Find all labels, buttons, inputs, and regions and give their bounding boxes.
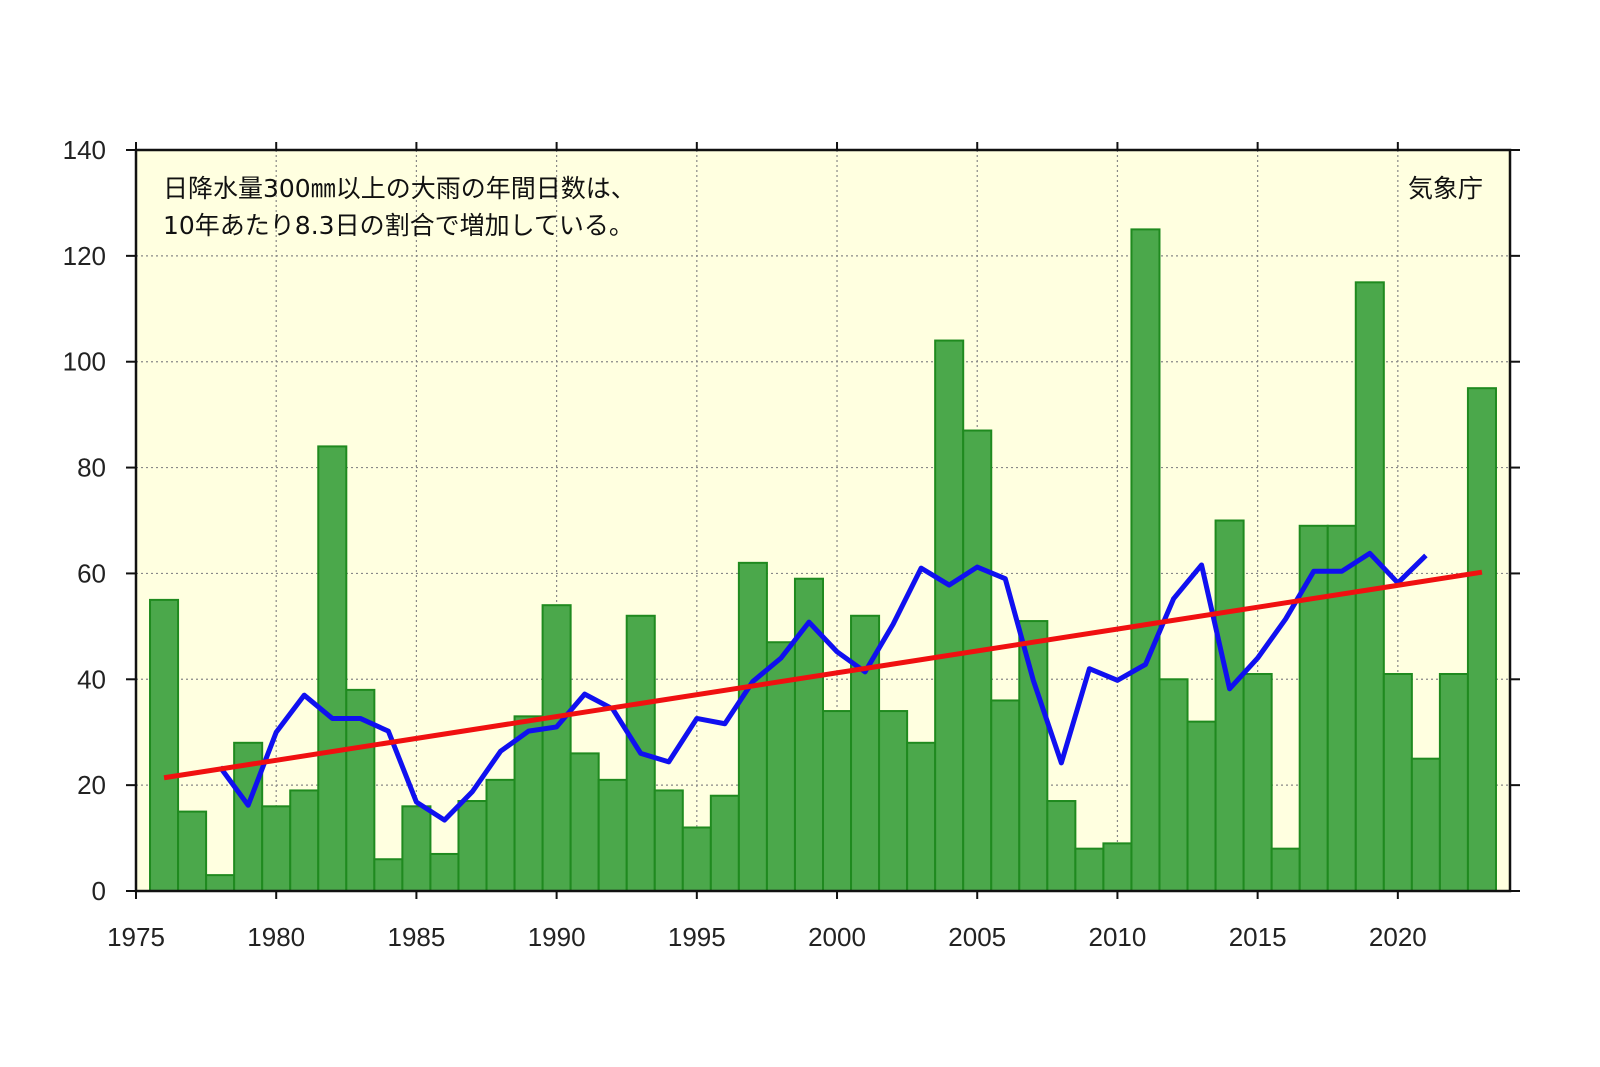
bar-2017 [1298,524,1329,892]
bar-2016 [1270,847,1301,893]
bar-1980 [261,805,292,892]
bar-1984 [373,858,404,893]
bar-2018 [1326,524,1357,892]
bar-1997 [737,561,768,892]
bar-2013 [1186,720,1217,893]
bar-1987 [457,800,488,892]
x-tick-label: 1975 [107,922,165,952]
bar-1978 [205,874,236,892]
x-tick-label: 2020 [1369,922,1427,952]
bar-2000 [822,710,853,892]
bar-1996 [709,794,740,893]
y-tick-label: 60 [77,558,106,588]
bar-2014 [1214,519,1245,892]
annotation-line-1: 日降水量300㎜以上の大雨の年間日数は、 [163,174,636,203]
moving-average-line [218,550,1428,823]
bar-1985 [401,805,432,892]
bar-2008 [1046,800,1077,892]
y-tick-label: 40 [77,664,106,694]
x-tick-label: 2005 [948,922,1006,952]
bar-2015 [1242,672,1273,892]
y-tick-label: 120 [63,241,106,271]
y-tick-label: 140 [63,135,106,165]
bar-1986 [429,852,460,893]
bar-2002 [878,710,909,892]
bar-1977 [177,810,208,892]
x-tick-label: 1985 [387,922,445,952]
bar-2023 [1466,387,1497,892]
bar-2022 [1438,672,1469,892]
bar-1976 [149,598,180,893]
bar-1994 [653,789,684,893]
bar-2006 [990,699,1021,893]
bar-2011 [1130,228,1161,892]
bar-2009 [1074,847,1105,893]
bar-1995 [681,826,712,893]
y-tick-label: 100 [63,347,106,377]
bar-2007 [1018,620,1049,892]
annotation-line-2: 10年あたり8.3日の割合で増加している。 [163,211,634,240]
bar-1991 [569,752,600,893]
bar-2012 [1158,678,1189,892]
plot-frame [134,148,1512,893]
bar-2021 [1410,757,1441,893]
x-tick-label: 2010 [1089,922,1147,952]
bar-1989 [513,715,544,892]
bar-1988 [485,778,516,892]
bar-1992 [597,778,628,892]
x-tick-label: 2000 [808,922,866,952]
trend-line [163,569,1483,781]
y-tick-label: 0 [92,876,106,906]
bar-2004 [934,339,965,892]
source-label: 気象庁 [1408,174,1483,203]
bar-2020 [1382,672,1413,892]
bar-2005 [962,429,993,892]
x-tick-label: 1990 [528,922,586,952]
bar-1981 [289,789,320,893]
x-tick-label: 1980 [247,922,305,952]
bar-1990 [541,604,572,893]
bar-2003 [906,741,937,892]
x-tick-label: 2015 [1229,922,1287,952]
y-tick-label: 20 [77,770,106,800]
x-tick-label: 1995 [668,922,726,952]
ticks: 1975 1980 1985 1990 1995 2000 2005 2010 2015 2020… [63,135,1520,952]
bar-2010 [1102,842,1133,892]
bar-1982 [317,445,348,892]
y-tick-label: 80 [77,453,106,483]
